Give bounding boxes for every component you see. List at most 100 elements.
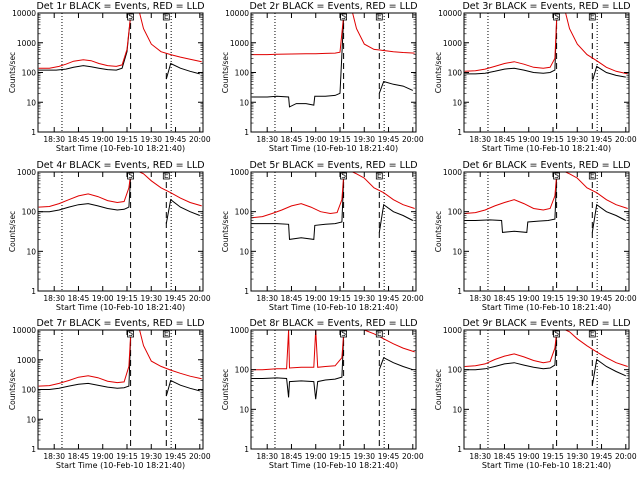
x-tick-label: 18:30	[256, 452, 278, 461]
series-events-line	[38, 13, 132, 71]
x-tick-label: 19:00	[305, 135, 327, 144]
plot-frame	[37, 171, 204, 292]
x-tick-label: 19:45	[165, 452, 187, 461]
y-tick-label: 1000	[443, 326, 462, 335]
y-tick-label: 10000	[12, 326, 36, 335]
y-axis-label: Counts/sec	[221, 211, 230, 252]
marker-label-2: E	[377, 329, 382, 338]
panel-title: Det 4r BLACK = Events, RED = LLD	[36, 160, 204, 171]
y-tick-label: 10	[452, 247, 462, 256]
marker-label-2: E	[377, 171, 382, 180]
x-tick-label: 20:00	[402, 294, 424, 303]
y-tick-label: 10	[239, 98, 249, 107]
marker-box-2	[162, 330, 170, 338]
x-tick-label: 19:15	[542, 294, 564, 303]
marker-box-1	[340, 13, 347, 21]
series-events-post-line	[165, 198, 200, 224]
marker-label-2: E	[590, 12, 595, 21]
series-group	[38, 330, 202, 397]
panel-title: Det 8r BLACK = Events, RED = LLD	[249, 318, 417, 329]
marker-box-2	[588, 13, 596, 21]
x-tick-label: 19:30	[140, 135, 162, 144]
y-axis-label: Counts/sec	[8, 369, 17, 410]
y-tick-label: 1000	[17, 39, 36, 48]
y-tick-label: 1	[244, 128, 249, 137]
y-axis-label: Counts/sec	[221, 369, 230, 410]
y-tick-label: 1000	[230, 326, 249, 335]
x-tick-label: 19:45	[378, 135, 400, 144]
x-tick-label: 18:30	[256, 135, 278, 144]
x-tick-label: 19:30	[566, 294, 588, 303]
series-lld-line	[38, 330, 202, 387]
x-tick-label: 19:15	[116, 294, 138, 303]
x-tick-label: 18:45	[68, 294, 90, 303]
marker-box-1	[553, 330, 560, 338]
x-tick-label: 18:45	[281, 452, 303, 461]
x-tick-label: 19:00	[92, 294, 114, 303]
series-events-post-line	[165, 379, 200, 397]
y-tick-label: 1	[244, 445, 249, 454]
y-tick-label: 100	[22, 386, 37, 395]
marker-label-2: E	[164, 171, 169, 180]
y-axis-label: Counts/sec	[8, 211, 17, 252]
x-tick-label: 19:15	[542, 452, 564, 461]
x-tick-label: 19:45	[591, 135, 613, 144]
y-tick-label: 1	[31, 287, 36, 296]
panel-title: Det 2r BLACK = Events, RED = LLD	[249, 1, 417, 12]
marker-label-1: S	[128, 329, 133, 338]
marker-label-2: E	[164, 12, 169, 21]
y-tick-label: 10000	[438, 9, 462, 18]
series-events-line	[464, 13, 558, 75]
marker-box-2	[375, 13, 383, 21]
x-tick-label: 19:15	[329, 294, 351, 303]
y-tick-label: 100	[448, 366, 463, 375]
series-events-post-line	[378, 203, 414, 233]
y-tick-label: 100	[235, 69, 250, 78]
x-tick-label: 18:30	[469, 452, 491, 461]
y-tick-label: 1	[457, 128, 462, 137]
series-lld-line	[464, 172, 628, 214]
series-events-line	[251, 330, 345, 400]
x-tick-label: 20:00	[189, 135, 211, 144]
series-lld-line	[251, 13, 415, 56]
x-tick-label: 19:30	[353, 294, 375, 303]
marker-box-2	[588, 172, 596, 180]
x-tick-label: 19:00	[305, 452, 327, 461]
y-tick-label: 1000	[443, 168, 462, 177]
series-group	[38, 13, 202, 80]
y-tick-label: 1	[31, 128, 36, 137]
series-lld-line	[38, 172, 202, 208]
x-axis-label: Start Time (10-Feb-10 18:21:40)	[56, 303, 185, 312]
x-tick-label: 19:30	[353, 135, 375, 144]
series-events-post-line	[378, 356, 413, 371]
marker-label-1: S	[341, 329, 346, 338]
marker-label-1: S	[554, 329, 559, 338]
y-tick-label: 1	[457, 287, 462, 296]
series-events-line	[464, 330, 558, 371]
x-tick-label: 18:45	[68, 135, 90, 144]
x-tick-label: 19:45	[591, 452, 613, 461]
y-tick-label: 10	[239, 405, 249, 414]
x-axis-label: Start Time (10-Feb-10 18:21:40)	[56, 461, 185, 470]
x-tick-label: 19:30	[353, 452, 375, 461]
x-tick-label: 19:15	[542, 135, 564, 144]
x-tick-label: 18:45	[281, 135, 303, 144]
x-axis-label: Start Time (10-Feb-10 18:21:40)	[482, 461, 611, 470]
x-tick-label: 19:15	[116, 452, 138, 461]
x-tick-label: 20:00	[615, 135, 637, 144]
x-tick-label: 20:00	[402, 135, 424, 144]
series-group	[464, 172, 628, 233]
y-tick-label: 1000	[443, 39, 462, 48]
series-group	[464, 13, 628, 82]
y-tick-label: 1	[244, 287, 249, 296]
y-axis-label: Counts/sec	[8, 52, 17, 93]
x-tick-label: 18:30	[256, 294, 278, 303]
x-tick-label: 19:45	[165, 294, 187, 303]
